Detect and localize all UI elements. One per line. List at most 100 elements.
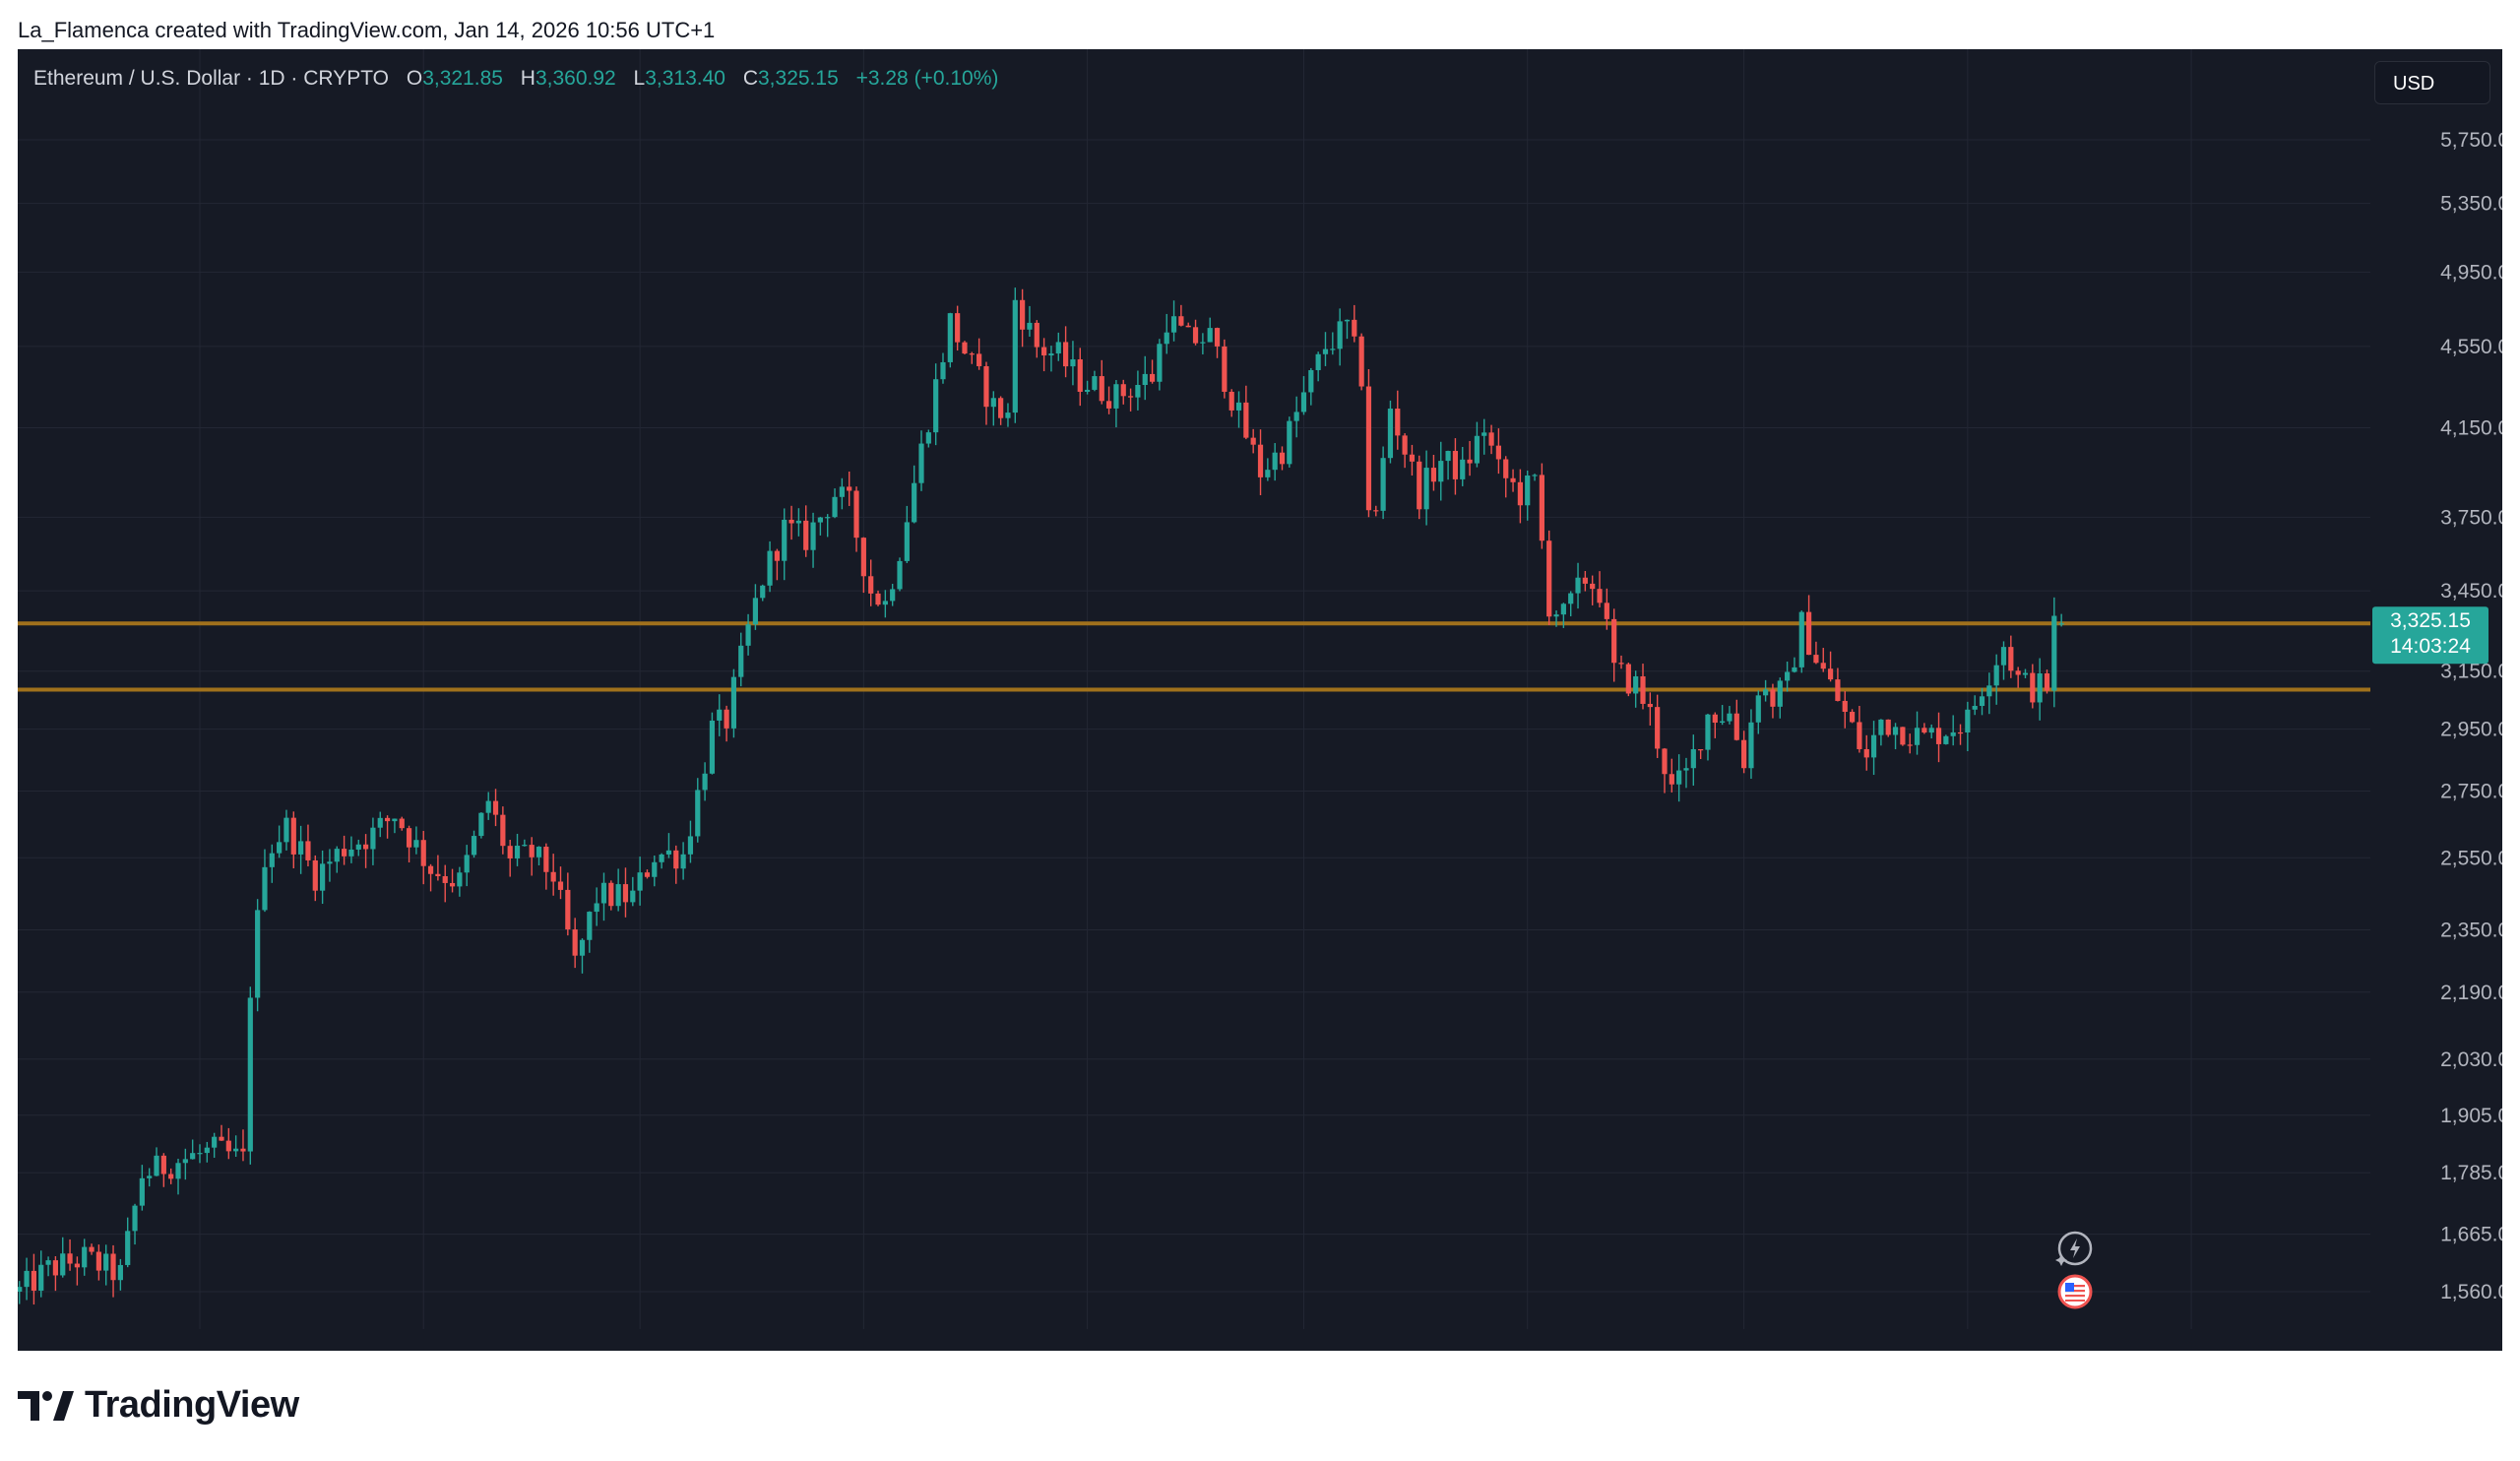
candle[interactable] (1467, 440, 1473, 476)
candle[interactable] (608, 880, 614, 911)
candle[interactable] (1922, 723, 1927, 734)
candle[interactable] (507, 840, 513, 877)
candle[interactable] (1553, 610, 1559, 627)
candle[interactable] (2008, 635, 2014, 678)
candle[interactable] (579, 938, 586, 974)
candle[interactable] (1034, 320, 1040, 358)
candle[interactable] (1748, 709, 1754, 780)
candle[interactable] (1250, 428, 1256, 454)
candle[interactable] (724, 705, 729, 742)
candle[interactable] (1272, 443, 1278, 481)
candle[interactable] (1993, 654, 1999, 705)
candle[interactable] (1012, 287, 1018, 423)
candle[interactable] (1560, 603, 1566, 628)
candle[interactable] (955, 305, 961, 351)
candle[interactable] (1863, 734, 1869, 771)
candle[interactable] (652, 856, 658, 887)
candle[interactable] (406, 825, 412, 863)
candle[interactable] (175, 1158, 181, 1195)
candle[interactable] (355, 839, 361, 857)
candle[interactable] (1618, 655, 1624, 669)
candle[interactable] (290, 811, 296, 869)
candle[interactable] (782, 508, 788, 581)
candle[interactable] (38, 1250, 44, 1298)
candle[interactable] (904, 505, 910, 563)
candle[interactable] (1235, 391, 1242, 428)
candle[interactable] (269, 844, 275, 883)
candle[interactable] (392, 818, 398, 834)
candle[interactable] (795, 508, 801, 537)
candle[interactable] (1611, 608, 1617, 682)
candle[interactable] (1698, 748, 1704, 760)
candle[interactable] (18, 1281, 23, 1304)
candle[interactable] (1365, 369, 1372, 518)
candle[interactable] (1655, 694, 1661, 758)
candle[interactable] (695, 778, 701, 843)
candlestick-chart[interactable]: 5,750.00 5,350.00 4,950.00 4,550.00 4,150.00… (18, 49, 2502, 1351)
candle[interactable] (644, 869, 651, 879)
candle[interactable] (1935, 712, 1942, 763)
candle[interactable] (1813, 641, 1819, 665)
currency-button[interactable]: USD (2374, 61, 2490, 104)
candle[interactable] (572, 918, 578, 969)
candle[interactable] (825, 514, 831, 538)
candle[interactable] (940, 352, 946, 384)
candle[interactable] (810, 512, 816, 568)
us-flag-event-icon[interactable] (2057, 1274, 2093, 1309)
candle[interactable] (1005, 403, 1011, 427)
candle[interactable] (983, 361, 989, 425)
candle[interactable] (637, 857, 643, 906)
candle[interactable] (1798, 610, 1804, 673)
candle[interactable] (1157, 339, 1163, 391)
candle[interactable] (413, 826, 419, 855)
candle[interactable] (702, 762, 708, 801)
candle[interactable] (1488, 424, 1494, 455)
candle[interactable] (990, 391, 996, 426)
candle[interactable] (514, 833, 521, 866)
candle[interactable] (1575, 562, 1581, 609)
candle[interactable] (60, 1237, 66, 1278)
candle[interactable] (1763, 679, 1769, 702)
candle[interactable] (1222, 339, 1228, 399)
candle[interactable] (839, 477, 845, 510)
candle[interactable] (277, 825, 283, 858)
candle[interactable] (262, 849, 268, 913)
candle[interactable] (1820, 648, 1826, 672)
candle[interactable] (45, 1256, 51, 1277)
candle[interactable] (565, 872, 571, 936)
candle[interactable] (1084, 380, 1091, 395)
candle[interactable] (1200, 333, 1206, 354)
candle[interactable] (125, 1217, 131, 1268)
candle[interactable] (1373, 505, 1379, 517)
candle[interactable] (897, 557, 903, 592)
candle[interactable] (160, 1153, 166, 1187)
candle[interactable] (1972, 695, 1978, 716)
candle[interactable] (1907, 733, 1913, 754)
candle[interactable] (1965, 701, 1971, 752)
candle[interactable] (1214, 327, 1221, 358)
candle[interactable] (673, 845, 679, 884)
candle[interactable] (1127, 388, 1134, 412)
candle[interactable] (1720, 705, 1726, 726)
candle[interactable] (1243, 385, 1249, 440)
candle[interactable] (225, 1127, 231, 1160)
candle[interactable] (1878, 719, 1884, 746)
candle[interactable] (1785, 661, 1791, 692)
candle[interactable] (168, 1168, 174, 1184)
candle[interactable] (1950, 715, 1956, 746)
candle[interactable] (190, 1139, 196, 1160)
candle[interactable] (399, 816, 405, 831)
candle[interactable] (154, 1147, 159, 1176)
candle[interactable] (680, 842, 686, 880)
candle[interactable] (752, 584, 759, 630)
candle[interactable] (543, 843, 549, 890)
candle[interactable] (1113, 379, 1119, 428)
candle[interactable] (1293, 396, 1299, 438)
candle[interactable] (1358, 333, 1364, 391)
candle[interactable] (348, 836, 354, 863)
candle[interactable] (587, 911, 593, 953)
candle[interactable] (1322, 332, 1329, 366)
candle[interactable] (1445, 450, 1451, 480)
candle[interactable] (630, 876, 636, 907)
candle[interactable] (1647, 692, 1653, 726)
